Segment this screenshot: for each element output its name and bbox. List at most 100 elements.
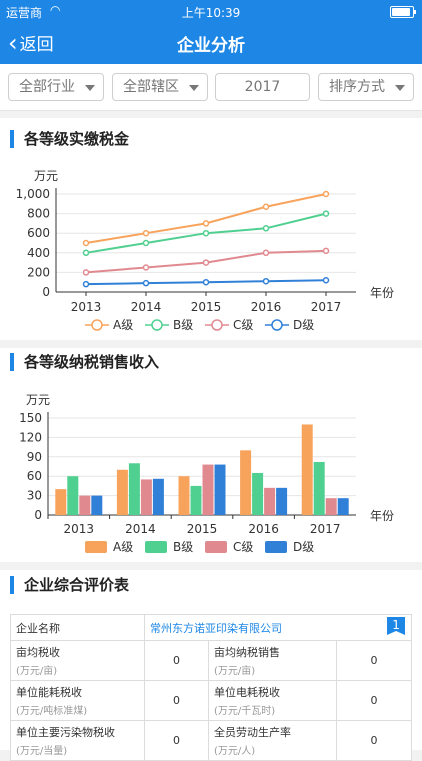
legend-label-4: D级 <box>293 318 314 332</box>
bar <box>214 464 226 515</box>
metric-label: 单位能耗税收 <box>16 686 82 699</box>
bar <box>202 464 214 515</box>
bar <box>140 479 152 515</box>
table-row: 亩均税收 (万元/亩) 0 亩均纳税销售 (万元/亩) 0 <box>10 640 413 681</box>
metric-unit: (万元/吨标准煤) <box>16 706 88 717</box>
legend-label-1: A级 <box>113 540 133 554</box>
bar <box>252 472 264 515</box>
bar <box>325 498 337 515</box>
industry-select-value: 全部行业 <box>19 79 75 95</box>
x-tick-label: 2013 <box>64 522 95 536</box>
x-tick-label: 2014 <box>131 300 162 314</box>
legend-label-2: B级 <box>173 318 193 332</box>
legend-label-3: C级 <box>233 318 253 332</box>
bar <box>190 485 202 515</box>
wifi-icon: ◠ <box>50 3 61 17</box>
legend-swatch-1 <box>85 541 107 553</box>
legend-swatch-3 <box>205 541 227 553</box>
legend-swatch-4 <box>265 541 287 553</box>
x-tick-label: 2017 <box>310 522 341 536</box>
metric-value: 0 <box>335 680 413 721</box>
y-tick-label: 30 <box>27 489 42 503</box>
legend-label-2: B级 <box>173 540 193 554</box>
metric-value: 0 <box>335 640 413 681</box>
metric-value: 0 <box>335 720 413 761</box>
metric-unit: (万元/千瓦时) <box>214 706 276 717</box>
legend-label-1: A级 <box>113 318 133 332</box>
metric-unit: (万元/亩) <box>214 666 256 677</box>
chevron-down-icon <box>189 85 199 91</box>
data-point <box>322 276 330 284</box>
chevron-down-icon <box>85 85 95 91</box>
legend-marker-3 <box>211 319 223 331</box>
metric-label-cell: 亩均纳税销售 (万元/亩) <box>208 640 337 681</box>
metric-label-cell: 单位能耗税收 (万元/吨标准煤) <box>10 680 145 721</box>
chevron-left-icon: ‹ <box>8 28 18 57</box>
bar <box>264 487 276 515</box>
legend-swatch-2 <box>145 541 167 553</box>
data-point <box>262 203 270 210</box>
bar <box>116 469 128 515</box>
company-name-link[interactable]: 常州东方诺亚印染有限公司 <box>150 621 282 635</box>
data-point <box>262 225 270 232</box>
bar-chart-panel: 各等级纳税销售收入 0 30 60 90 120 150 万元 年份 2013 2014 2015 2… <box>0 348 422 562</box>
metric-value: 0 <box>144 680 209 721</box>
data-point <box>262 249 270 257</box>
data-point <box>202 259 210 266</box>
data-point <box>262 277 270 285</box>
year-field[interactable]: 2017 <box>215 73 310 101</box>
y-tick-label: 400 <box>27 246 50 260</box>
table-row: 单位能耗税收 (万元/吨标准煤) 0 单位电耗税收 (万元/千瓦时) 0 <box>10 680 413 721</box>
y-tick-label: 0 <box>34 508 42 522</box>
data-point <box>202 278 210 286</box>
bar <box>91 495 103 515</box>
metric-label: 单位主要污染物税收 <box>16 726 115 739</box>
chevron-down-icon <box>395 85 405 91</box>
legend-label-4: D级 <box>293 540 314 554</box>
carrier-label: 运营商 <box>6 6 43 20</box>
x-axis-label: 年份 <box>370 509 394 523</box>
bar <box>152 478 164 515</box>
x-tick-label: 2014 <box>125 522 156 536</box>
data-point <box>82 269 90 276</box>
sort-select[interactable]: 排序方式 <box>318 73 414 101</box>
bar <box>67 476 79 515</box>
metric-label-cell: 单位主要污染物税收 (万元/当量) <box>10 720 145 761</box>
back-button[interactable]: ‹ 返回 <box>8 28 54 57</box>
bar-chart-title: 各等级纳税销售收入 <box>10 353 159 371</box>
data-point <box>142 239 150 247</box>
data-point <box>322 210 330 217</box>
table-row: 单位主要污染物税收 (万元/当量) 0 全员劳动生产率 (万元/人) 0 <box>10 720 413 761</box>
table-row: 企业名称 常州东方诺亚印染有限公司 1 <box>10 614 413 641</box>
metric-label: 全员劳动生产率 <box>214 726 291 739</box>
sort-select-value: 排序方式 <box>329 79 385 95</box>
metric-label-cell: 亩均税收 (万元/亩) <box>10 640 145 681</box>
evaluation-title: 企业综合评价表 <box>10 576 129 594</box>
bar <box>276 487 288 515</box>
y-tick-label: 0 <box>42 285 50 299</box>
bar <box>128 463 140 515</box>
bar <box>55 489 67 515</box>
x-tick-label: 2013 <box>71 300 102 314</box>
district-select-value: 全部辖区 <box>123 79 179 95</box>
status-time: 上午10:39 <box>181 6 241 20</box>
top-bar: 运营商 ◠ 上午10:39 ‹ 返回 企业分析 <box>0 0 422 64</box>
legend-marker-1 <box>91 319 103 331</box>
evaluation-table: 企业名称 常州东方诺亚印染有限公司 1 亩均税收 (万元/亩) 0 亩均纳税销售 (… <box>10 614 413 761</box>
x-tick-label: 2017 <box>311 300 342 314</box>
data-point <box>322 247 330 255</box>
district-select[interactable]: 全部辖区 <box>112 73 208 101</box>
y-axis-label: 万元 <box>34 169 58 183</box>
metric-value: 0 <box>144 720 209 761</box>
bar <box>79 495 91 515</box>
back-label: 返回 <box>19 35 54 55</box>
industry-select[interactable]: 全部行业 <box>8 73 104 101</box>
y-tick-label: 200 <box>27 265 50 279</box>
bar <box>301 424 313 515</box>
data-point <box>82 280 90 288</box>
battery-icon <box>390 6 416 18</box>
metric-label-cell: 全员劳动生产率 (万元/人) <box>208 720 337 761</box>
data-point <box>142 279 150 287</box>
